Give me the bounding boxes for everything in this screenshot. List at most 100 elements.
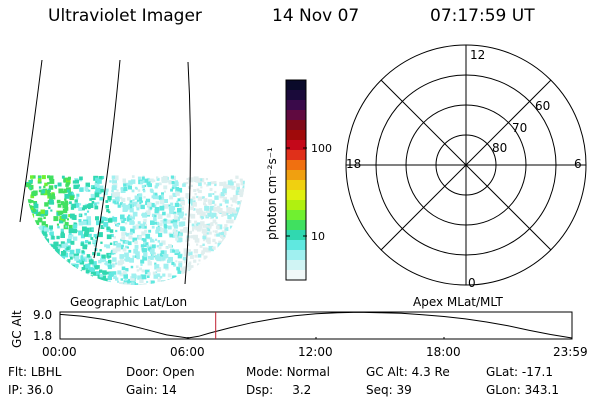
image-pixel [161,280,166,285]
image-pixel [176,266,180,271]
image-pixel [170,188,173,192]
image-pixel [134,244,139,249]
image-pixel [93,243,97,247]
image-pixel [193,225,197,229]
colorbar-tick-10: 10 [311,230,325,243]
image-pixel [241,188,245,192]
image-pixel [58,266,62,269]
polar-ring-70: 70 [512,121,527,135]
image-pixel [72,180,76,184]
image-pixel [70,240,75,245]
image-pixel [110,251,114,255]
image-pixel [201,211,206,217]
image-pixel [203,264,207,267]
image-pixel [192,229,195,232]
image-pixel [66,182,70,186]
image-pixel [229,181,234,186]
image-pixel [151,213,156,217]
image-pixel [128,249,132,253]
image-pixel [180,211,183,214]
image-pixel [27,211,31,215]
image-pixel [157,253,160,257]
image-pixel [57,225,60,229]
image-pixel [101,287,106,292]
image-pixel [151,253,154,257]
image-pixel [159,242,163,247]
image-pixel [167,279,172,284]
image-pixel [27,222,31,226]
image-pixel [69,283,73,285]
image-pixel [168,279,172,282]
image-pixel [152,248,155,251]
image-pixel [50,272,55,277]
image-pixel [155,229,160,234]
image-pixel [154,185,158,189]
image-pixel [110,264,115,268]
image-pixel [120,202,123,206]
image-pixel [78,274,83,279]
image-pixel [30,245,35,250]
image-pixel [172,275,177,281]
image-pixel [117,204,121,208]
image-pixel [53,273,57,278]
image-pixel [119,282,124,285]
image-pixel [46,274,51,280]
image-pixel [190,213,196,219]
image-pixel [26,257,30,260]
image-pixel [33,230,38,235]
image-pixel [48,185,54,190]
image-pixel [142,212,148,218]
image-pixel [227,244,231,248]
image-pixel [92,261,97,266]
image-pixel [110,233,114,238]
image-pixel [30,175,34,179]
image-pixel [76,197,79,200]
image-pixel [175,237,179,241]
image-pixel [208,201,212,205]
image-pixel [142,255,148,261]
image-pixel [158,195,164,200]
image-pixel [122,181,127,185]
image-pixel [112,179,117,184]
image-pixel [139,180,144,185]
image-pixel [226,205,229,208]
image-pixel [173,211,177,215]
image-pixel [63,191,66,194]
image-pixel [219,252,224,257]
image-pixel [239,227,242,231]
image-pixel [239,279,244,284]
colorbar-segment [286,150,306,161]
image-pixel [63,177,68,182]
image-pixel [228,219,232,224]
image-pixel [147,275,150,278]
image-pixel [144,178,149,183]
image-pixel [106,234,112,240]
image-pixel [55,271,59,275]
image-pixel [203,224,207,228]
image-pixel [155,282,158,285]
image-pixel [232,256,237,262]
image-pixel [49,199,54,205]
time-label: 07:17:59 UT [430,6,535,26]
image-pixel [201,250,205,254]
image-pixel [30,209,34,214]
image-pixel [177,270,182,274]
colorbar-segment [286,90,306,101]
image-pixel [60,251,66,256]
image-pixel [72,274,78,280]
image-pixel [230,270,233,273]
image-pixel [141,287,146,292]
image-pixel [238,280,242,284]
image-pixel [227,214,232,220]
image-pixel [45,258,48,261]
image-pixel [159,222,163,227]
image-pixel [173,264,176,267]
image-pixel [180,201,185,206]
image-pixel [193,189,197,192]
image-pixel [240,200,243,203]
image-pixel [241,247,244,250]
image-pixel [213,263,216,266]
colorbar-segment [286,170,306,181]
image-pixel [158,182,162,186]
image-pixel [134,195,139,200]
